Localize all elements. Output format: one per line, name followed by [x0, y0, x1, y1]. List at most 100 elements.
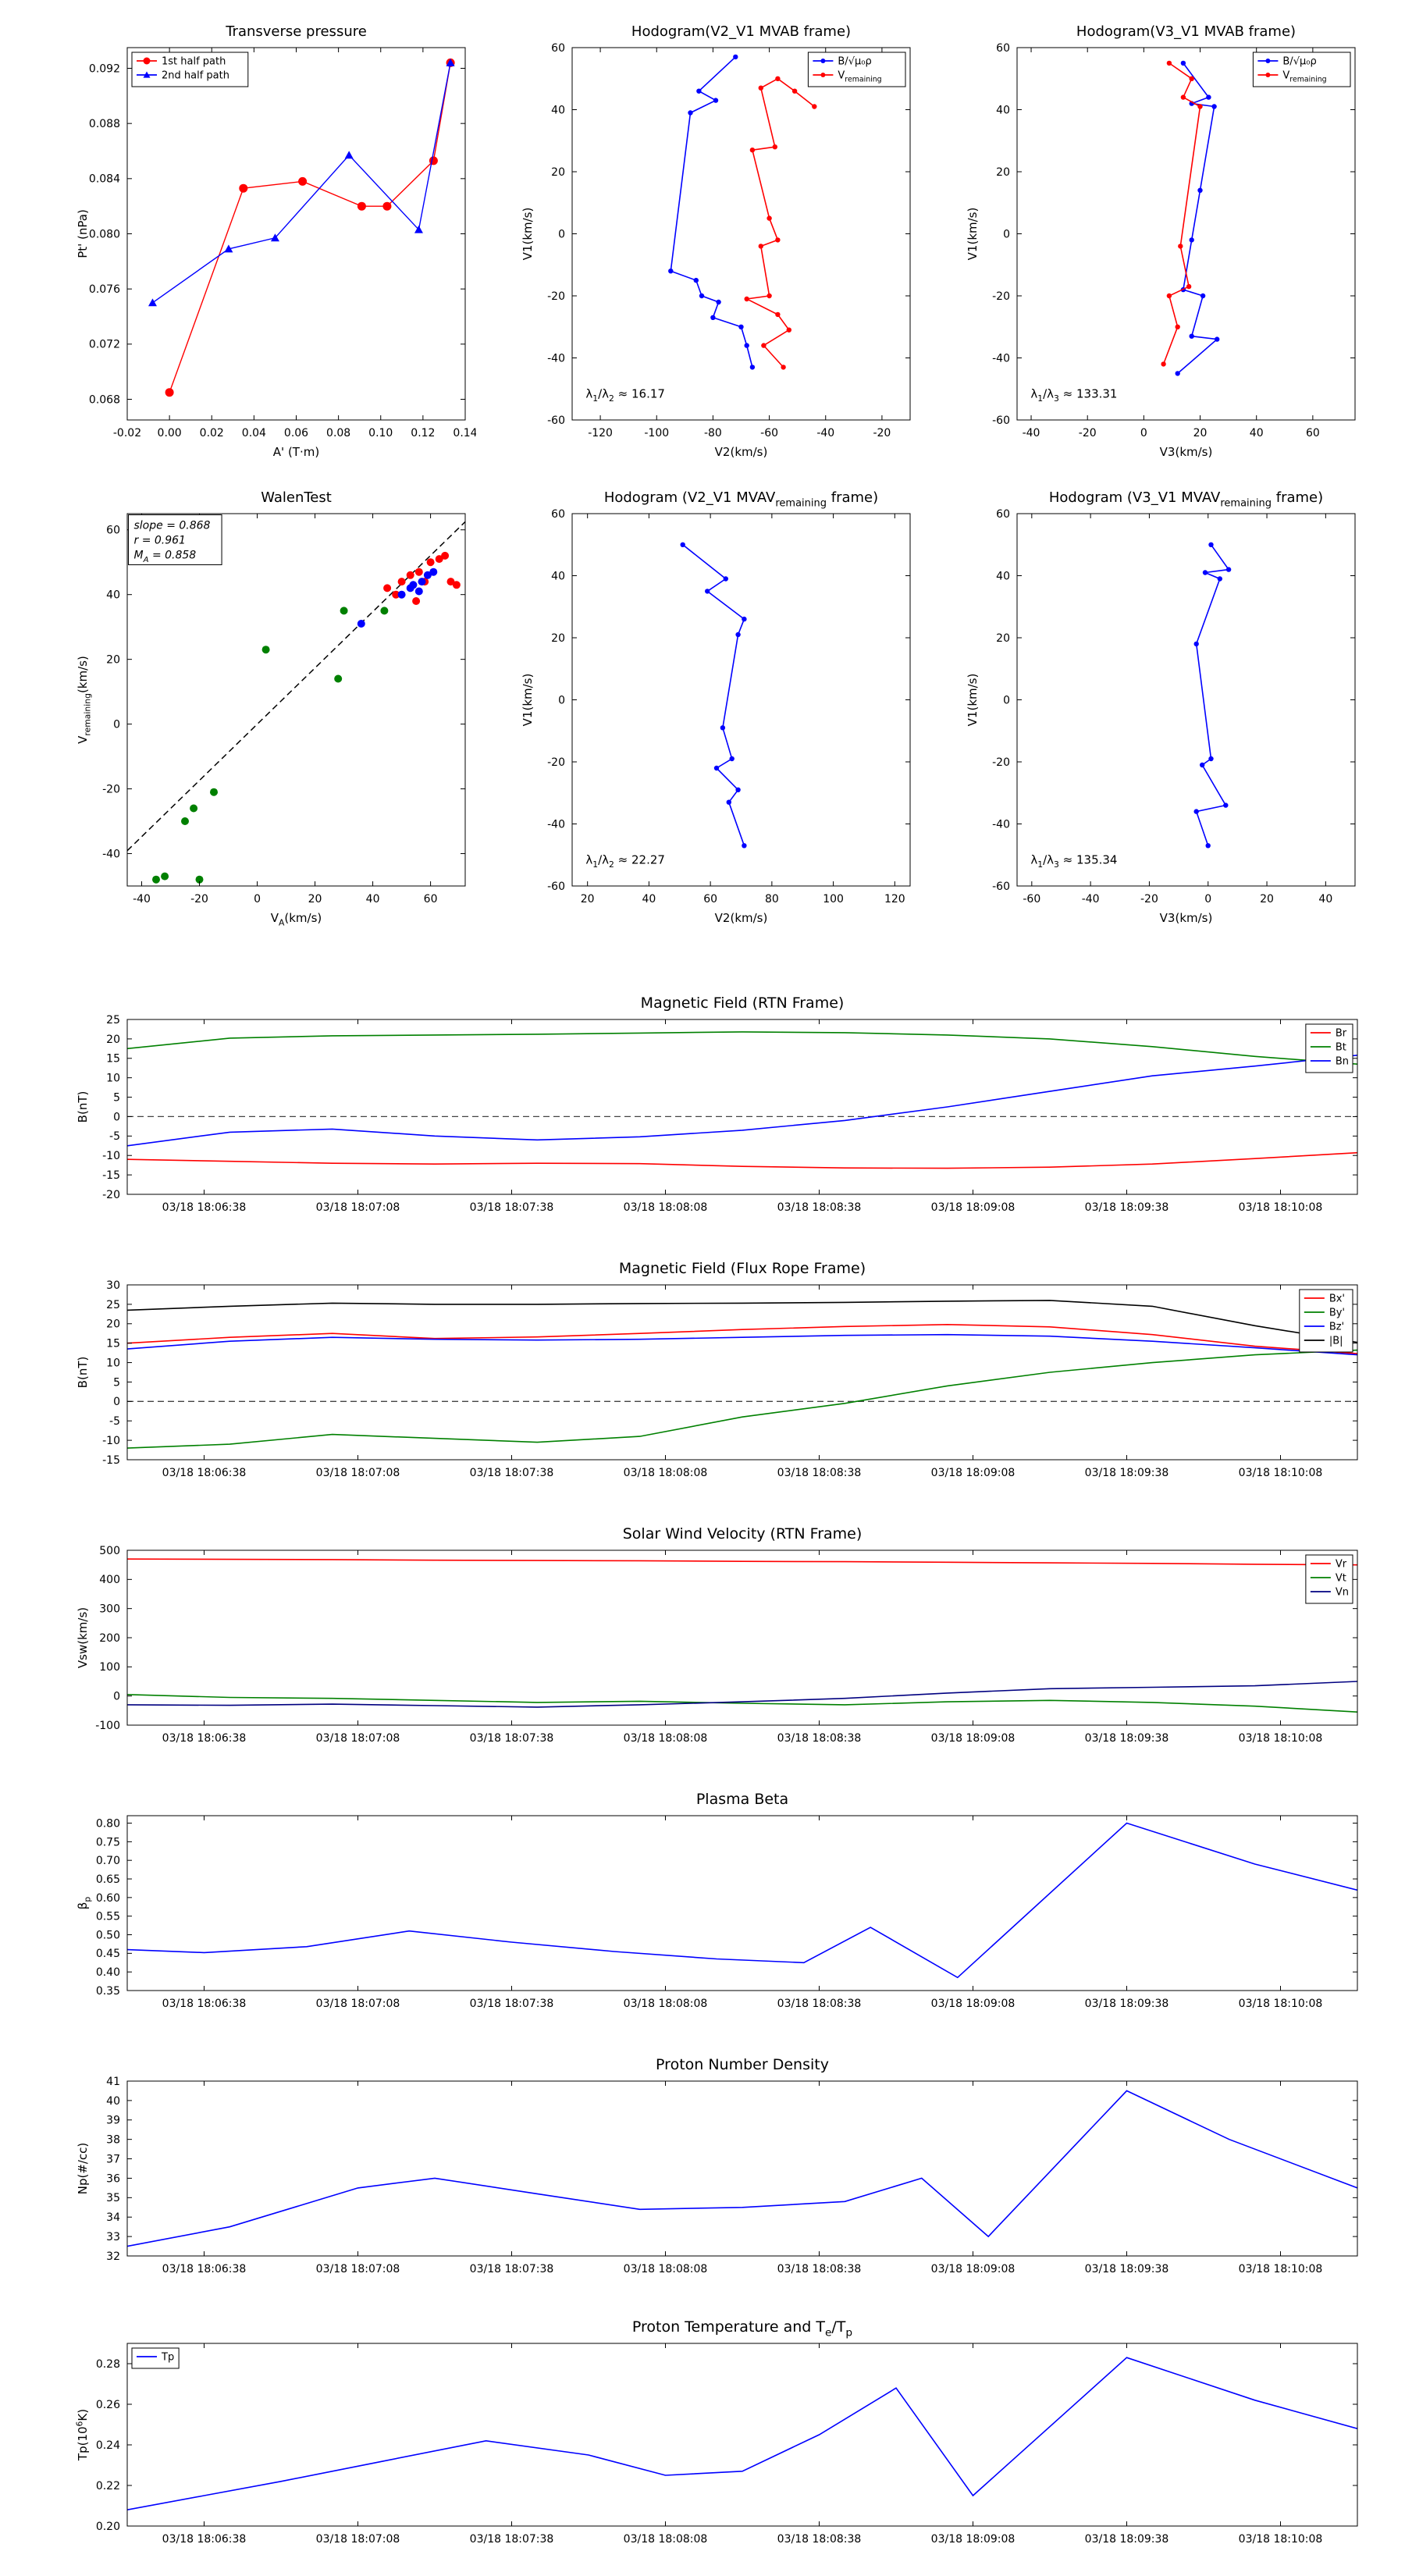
- hodogram-v3v1-mvab-chart: -40 -20 0 20 40 60 -60 -40 -20 0 20 40 60 Hodogram(V3…: [956, 12, 1366, 468]
- hodogram-v2v1-mvab-chart: -120 -100 -80 -60 -40 -20 -60 -40 -20 0 20 40 60 Hodo…: [521, 23, 911, 459]
- y-tick-label: 0: [113, 1111, 120, 1123]
- y-tick-label: 15: [106, 1338, 120, 1350]
- y-tick-label: 0.076: [89, 283, 120, 296]
- point-marker: [429, 568, 438, 576]
- legend-label: Bx': [1329, 1293, 1345, 1305]
- point-marker: [334, 674, 343, 683]
- triangle-marker: [224, 244, 233, 253]
- axes-frame: [1016, 513, 1356, 887]
- point-marker: [1205, 843, 1211, 849]
- chart-title: Transverse pressure: [225, 23, 367, 40]
- legend-label: |B|: [1329, 1336, 1343, 1347]
- x-tick-label: 03/18 18:09:38: [1085, 2533, 1169, 2546]
- y-tick-label: 60: [996, 42, 1010, 55]
- legend-marker-sample: [820, 73, 826, 77]
- y-axis-label: Np(#/cc): [76, 2143, 90, 2195]
- hodogram-v2v1-mvav-chart: 20 40 60 80 100 120 -60 -40 -20 0 20 40 60 Hodogram (…: [511, 478, 921, 934]
- point-marker: [1193, 809, 1199, 814]
- axes-frame: [126, 1019, 1358, 1195]
- y-tick-label: 0.55: [96, 1911, 120, 1923]
- hodogram-v3v1-mvab-chart: -40 -20 0 20 40 60 -60 -40 -20 0 20 40 60 Hodogram(V3…: [966, 23, 1356, 459]
- point-marker: [761, 343, 767, 348]
- point-marker: [190, 804, 198, 813]
- y-tick-label: 100: [99, 1661, 120, 1674]
- legend-box: [1299, 1289, 1353, 1353]
- plot-area: [127, 2357, 1357, 2510]
- point-marker: [412, 597, 421, 605]
- magnetic-field-fluxrope-chart: 03/18 18:06:38 03/18 18:07:08 03/18 18:07:…: [66, 1251, 1371, 1500]
- x-tick-label: 03/18 18:08:08: [624, 1201, 708, 1214]
- chart-title: Magnetic Field (Flux Rope Frame): [619, 1260, 866, 1277]
- point-marker: [397, 578, 406, 586]
- x-tick-label: 03/18 18:06:38: [162, 2533, 247, 2546]
- magnetic-field-rtn-chart: 03/18 18:06:38 03/18 18:07:08 03/18 18:07:…: [66, 985, 1371, 1235]
- axes-frame: [126, 2080, 1358, 2257]
- legend-label: Vremaining: [838, 70, 881, 84]
- y-tick-label: 10: [106, 1073, 120, 1085]
- point-marker: [1208, 756, 1214, 762]
- point-marker: [152, 875, 160, 884]
- axes-frame: [126, 47, 466, 421]
- point-marker: [1180, 60, 1186, 66]
- proton-number-density-chart: 03/18 18:06:38 03/18 18:07:08 03/18 18:07:…: [66, 2047, 1371, 2297]
- series-V-hodogram: [682, 544, 745, 846]
- x-tick-label: 03/18 18:08:08: [624, 1998, 708, 2010]
- series-By': [127, 1349, 1357, 1449]
- series-2nd-half-path: [152, 62, 451, 304]
- y-tick-label: 20: [996, 632, 1010, 645]
- stats-line: slope = 0.868: [134, 520, 211, 532]
- x-tick-label: 60: [703, 893, 717, 906]
- y-tick-label: 300: [99, 1603, 120, 1616]
- point-marker: [441, 551, 450, 560]
- y-tick-label: 500: [99, 1545, 120, 1557]
- point-marker: [726, 799, 731, 805]
- y-tick-label: 20: [106, 654, 120, 667]
- y-tick-label: 41: [106, 2076, 120, 2088]
- chart-title: Proton Temperature and Te/Tp: [632, 2318, 852, 2339]
- legend: Vr Vt Vn: [1305, 1554, 1353, 1604]
- x-tick-label: 03/18 18:06:38: [162, 1998, 247, 2010]
- point-marker: [723, 576, 728, 582]
- y-tick-label: -40: [102, 848, 120, 860]
- legend: Br Bt Bn: [1305, 1023, 1353, 1073]
- y-tick-label: -60: [992, 415, 1010, 427]
- y-tick-label: 37: [106, 2153, 120, 2165]
- legend-label: Bz': [1329, 1322, 1344, 1333]
- point-marker: [713, 765, 720, 771]
- point-marker: [357, 620, 365, 628]
- legend-label: 2nd half path: [162, 70, 229, 82]
- chart-title: Hodogram(V3_V1 MVAB frame): [1076, 23, 1296, 40]
- legend-label: Vremaining: [1282, 70, 1326, 84]
- y-tick-label: 0.26: [96, 2399, 120, 2411]
- point-marker: [781, 365, 786, 370]
- point-marker: [744, 343, 749, 348]
- point-marker: [668, 269, 674, 274]
- plot-area: [127, 1031, 1357, 1169]
- y-axis-label: Tp(106K): [74, 2409, 90, 2461]
- triangle-marker: [414, 225, 423, 233]
- y-tick-label: 0: [1003, 694, 1010, 706]
- x-tick-label: -20: [1140, 893, 1158, 906]
- x-tick-label: 03/18 18:08:38: [777, 1467, 862, 1479]
- point-marker: [409, 581, 418, 589]
- chart-title: Plasma Beta: [696, 1791, 788, 1808]
- axes-frame: [126, 513, 466, 887]
- x-tick-label: 03/18 18:07:08: [316, 1467, 400, 1479]
- transverse-pressure-chart: -0.02 0.00 0.02 0.04 0.06 0.08 0.10 0.12 0.14 0.0…: [66, 12, 478, 468]
- y-tick-label: 0.080: [89, 228, 120, 240]
- series-Bx': [127, 1323, 1357, 1354]
- x-tick-label: 40: [1250, 427, 1264, 439]
- y-tick-label: 39: [106, 2115, 120, 2127]
- point-marker: [423, 571, 432, 579]
- series-beta-p: [127, 1822, 1357, 1979]
- legend-label: Vr: [1336, 1559, 1347, 1571]
- point-marker: [742, 843, 747, 849]
- x-tick-label: 03/18 18:09:08: [931, 2263, 1016, 2275]
- point-marker: [758, 244, 763, 249]
- plot-area: [127, 2090, 1357, 2247]
- legend-box: [807, 52, 906, 87]
- x-tick-label: 03/18 18:06:38: [162, 1732, 247, 1745]
- point-marker: [1215, 336, 1220, 342]
- x-tick-label: 03/18 18:09:08: [931, 1201, 1016, 1214]
- x-tick-label: 03/18 18:07:08: [316, 2533, 400, 2546]
